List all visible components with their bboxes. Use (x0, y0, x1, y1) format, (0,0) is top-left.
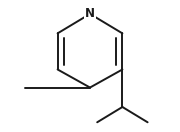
Text: N: N (85, 7, 95, 20)
